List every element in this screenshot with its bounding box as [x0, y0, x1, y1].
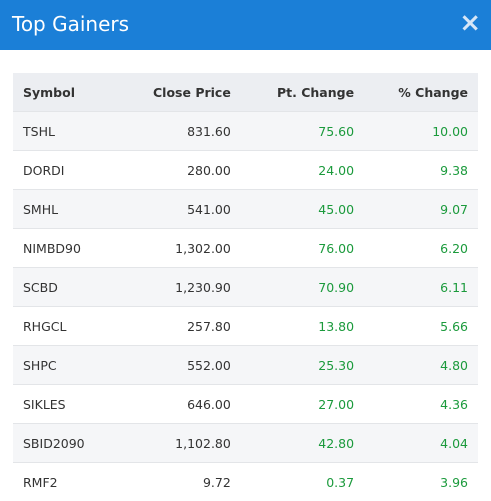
value-cell: 75.60 [241, 112, 364, 151]
value-cell: 76.00 [241, 229, 364, 268]
value-cell: 4.36 [364, 385, 478, 424]
value-cell: 1,102.80 [117, 424, 241, 463]
value-cell: 3.96 [364, 463, 478, 501]
value-cell: 6.11 [364, 268, 478, 307]
value-cell: 70.90 [241, 268, 364, 307]
value-cell: 25.30 [241, 346, 364, 385]
symbol-cell: SMHL [13, 190, 117, 229]
value-cell: 10.00 [364, 112, 478, 151]
value-cell: 13.80 [241, 307, 364, 346]
value-cell: 541.00 [117, 190, 241, 229]
column-header: Symbol [13, 73, 117, 112]
value-cell: 646.00 [117, 385, 241, 424]
close-button[interactable]: × [459, 10, 481, 36]
value-cell: 4.80 [364, 346, 478, 385]
modal-header: Top Gainers × [0, 0, 491, 50]
column-header: % Change [364, 73, 478, 112]
value-cell: 24.00 [241, 151, 364, 190]
value-cell: 45.00 [241, 190, 364, 229]
value-cell: 280.00 [117, 151, 241, 190]
symbol-cell: SCBD [13, 268, 117, 307]
value-cell: 831.60 [117, 112, 241, 151]
value-cell: 9.72 [117, 463, 241, 501]
value-cell: 552.00 [117, 346, 241, 385]
symbol-cell: TSHL [13, 112, 117, 151]
value-cell: 27.00 [241, 385, 364, 424]
value-cell: 9.38 [364, 151, 478, 190]
value-cell: 42.80 [241, 424, 364, 463]
value-cell: 6.20 [364, 229, 478, 268]
value-cell: 9.07 [364, 190, 478, 229]
symbol-cell: SBID2090 [13, 424, 117, 463]
value-cell: 4.04 [364, 424, 478, 463]
value-cell: 0.37 [241, 463, 364, 501]
symbol-cell: NIMBD90 [13, 229, 117, 268]
symbol-cell: RHGCL [13, 307, 117, 346]
column-header: Close Price [117, 73, 241, 112]
value-cell: 1,230.90 [117, 268, 241, 307]
symbol-cell: DORDI [13, 151, 117, 190]
column-header: Pt. Change [241, 73, 364, 112]
symbol-cell: SHPC [13, 346, 117, 385]
value-cell: 257.80 [117, 307, 241, 346]
value-cell: 1,302.00 [117, 229, 241, 268]
symbol-cell: RMF2 [13, 463, 117, 501]
symbol-cell: SIKLES [13, 385, 117, 424]
modal-title: Top Gainers [12, 12, 129, 36]
value-cell: 5.66 [364, 307, 478, 346]
